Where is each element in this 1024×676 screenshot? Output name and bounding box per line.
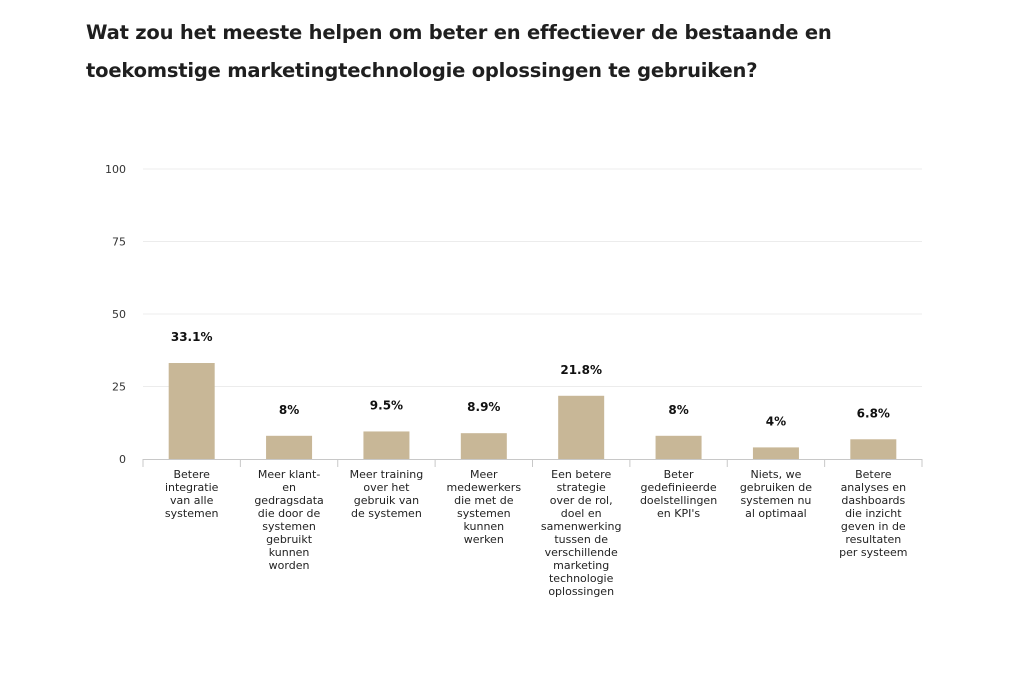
- category-label-line: de systemen: [351, 507, 422, 520]
- category-label-line: Meer: [470, 468, 498, 481]
- category-label-line: verschillende: [545, 546, 618, 559]
- data-label: 8.9%: [467, 400, 500, 414]
- category-label-line: gebruiken de: [740, 481, 812, 494]
- category-label-line: gebruik van: [354, 494, 419, 507]
- category-label-line: Meer training: [350, 468, 424, 481]
- bar: [168, 363, 215, 459]
- category-label-line: gedragsdata: [254, 494, 324, 507]
- data-label: 8%: [668, 403, 688, 417]
- category-label-line: worden: [269, 559, 310, 572]
- data-label: 33.1%: [171, 330, 213, 344]
- bar: [363, 431, 410, 459]
- bars-layer: [168, 363, 897, 459]
- category-label-line: Betere: [173, 468, 210, 481]
- category-label-line: technologie: [549, 572, 614, 585]
- bar: [558, 395, 605, 459]
- category-label-line: Beter: [664, 468, 694, 481]
- category-label-line: Niets, we: [751, 468, 802, 481]
- category-label: Een betere strategie over de rol, doel en sa…: [541, 468, 622, 598]
- bar: [752, 447, 799, 459]
- category-label-line: kunnen: [463, 520, 504, 533]
- category-label-line: Meer klant-: [258, 468, 320, 481]
- category-label-line: systemen: [262, 520, 316, 533]
- category-label-line: Een betere: [551, 468, 611, 481]
- category-label-line: per systeem: [839, 546, 907, 559]
- bar: [266, 435, 313, 459]
- y-tick-label: 50: [112, 308, 126, 321]
- category-label-line: van alle: [170, 494, 214, 507]
- category-label-line: doelstellingen: [640, 494, 717, 507]
- bar: [655, 435, 702, 459]
- category-label-line: over het: [363, 481, 410, 494]
- category-label-line: analyses en: [841, 481, 907, 494]
- category-label-line: geven in de: [841, 520, 906, 533]
- category-label-line: gebruikt: [266, 533, 313, 546]
- category-label-line: al optimaal: [745, 507, 807, 520]
- category-label: Betere integratie van alle systemen: [165, 468, 219, 520]
- y-axis-ticks: 0 25 50 75 100: [105, 163, 126, 466]
- category-label-line: doel en: [561, 507, 602, 520]
- data-label: 21.8%: [560, 363, 602, 377]
- category-label-line: oplossingen: [548, 585, 614, 598]
- category-label-line: kunnen: [269, 546, 310, 559]
- bar: [460, 433, 507, 459]
- category-label-line: resultaten: [845, 533, 901, 546]
- data-label: 9.5%: [370, 398, 403, 412]
- x-axis: [142, 459, 923, 467]
- category-label: Meer training over het gebruik van de syste…: [350, 468, 424, 520]
- y-tick-label: 25: [112, 381, 126, 394]
- category-label-line: systemen: [165, 507, 219, 520]
- category-label-line: marketing: [553, 559, 609, 572]
- category-label-line: systemen nu: [740, 494, 811, 507]
- category-label-line: medewerkers: [447, 481, 522, 494]
- data-label: 6.8%: [857, 406, 890, 420]
- y-tick-label: 0: [119, 453, 126, 466]
- category-label-line: integratie: [165, 481, 219, 494]
- grid-layer: [143, 168, 922, 387]
- value-labels-layer: 33.1% 8% 9.5% 8.9% 21.8% 8% 4% 6.8%: [171, 330, 890, 428]
- category-label-line: en: [282, 481, 296, 494]
- category-label-line: tussen de: [554, 533, 608, 546]
- category-label-line: systemen: [457, 507, 511, 520]
- data-label: 4%: [766, 414, 786, 428]
- category-label-line: Betere: [855, 468, 892, 481]
- category-label-line: dashboards: [841, 494, 905, 507]
- category-label: Betere analyses en dashboards die inzicht ge…: [839, 468, 907, 559]
- category-label-line: die met de: [454, 494, 514, 507]
- category-label: Niets, we gebruiken de systemen nu al optim…: [740, 468, 812, 520]
- category-label-line: strategie: [557, 481, 606, 494]
- category-label-line: die inzicht: [845, 507, 902, 520]
- category-label: Meer klant-en gedragsdata die door de syste…: [254, 468, 324, 572]
- bar: [850, 439, 897, 459]
- category-label-line: gedefinieerde: [641, 481, 717, 494]
- category-label-line: over de rol,: [550, 494, 613, 507]
- data-label: 8%: [279, 403, 299, 417]
- y-tick-label: 75: [112, 236, 126, 249]
- page-title: Wat zou het meeste helpen om beter en ef…: [86, 21, 832, 82]
- category-label: Meer medewerkers die met de systemen kunnen w…: [447, 468, 522, 546]
- y-tick-label: 100: [105, 163, 126, 176]
- category-label-line: die door de: [258, 507, 321, 520]
- category-label: Beter gedefinieerde doelstellingen en KPI's: [640, 468, 717, 520]
- category-label-line: en KPI's: [657, 507, 700, 520]
- category-label-line: samenwerking: [541, 520, 622, 533]
- category-label-line: werken: [464, 533, 504, 546]
